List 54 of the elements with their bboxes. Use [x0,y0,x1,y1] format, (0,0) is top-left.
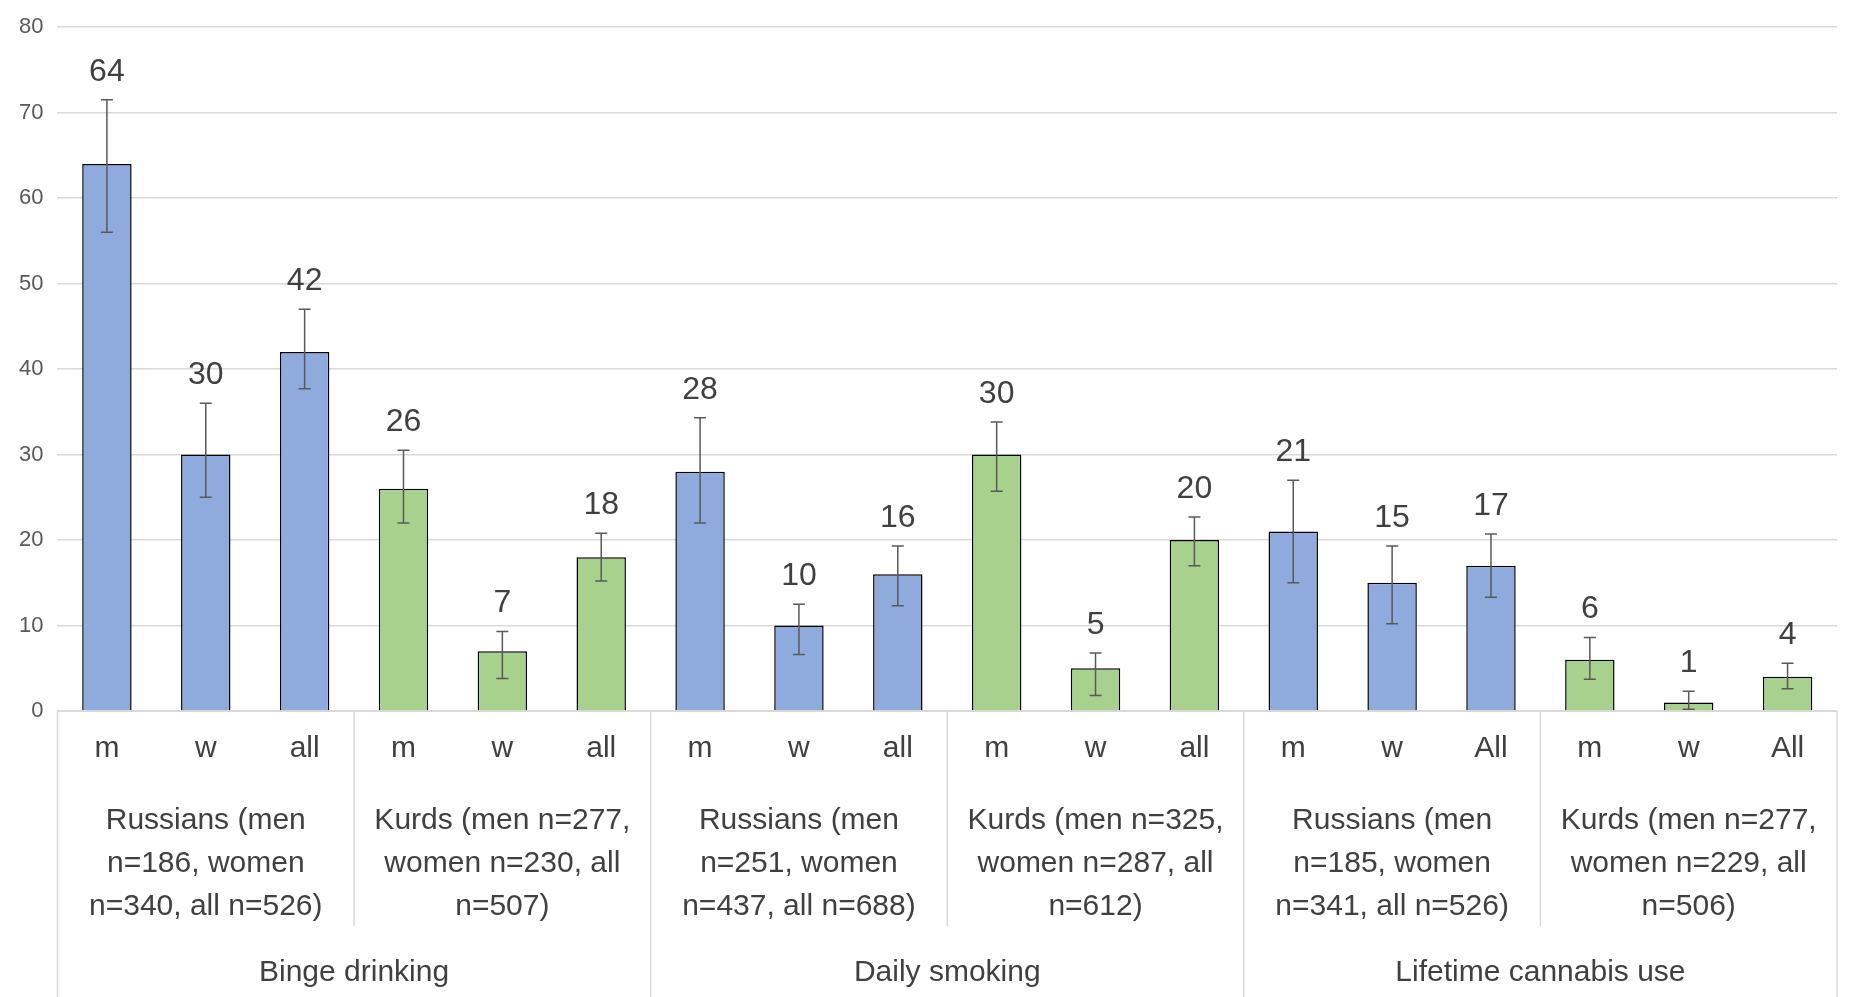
data-label: 7 [493,583,512,620]
x-tick-label: All [1770,730,1805,764]
x-tick-label: all [289,730,320,764]
text: Kurds (men n=277, women n=230, all n=507) [374,802,631,922]
data-label: 20 [1176,468,1213,505]
x-tick-label: all [586,730,617,764]
data-label: 21 [1275,432,1312,469]
data-label: 16 [880,497,916,534]
data-label: 28 [682,369,718,406]
x-tick-label: m [94,730,120,764]
x-tick-label: m [1577,730,1603,764]
data-label: 30 [187,355,224,392]
y-tick-label: 40 [18,355,44,381]
x-tick-label: m [687,730,713,764]
x-tick-label: w [490,730,514,764]
data-label: 10 [781,555,817,592]
x-tick-label: all [882,730,913,764]
x-tick-label: w [1083,730,1107,764]
y-tick-label: 70 [18,98,44,124]
data-label: 26 [385,402,422,439]
x-tick-label: All [1474,730,1508,764]
data-label: 1 [1679,643,1698,680]
x-tick-label: m [390,730,416,764]
x-tick-label: w [1676,730,1700,764]
y-tick-label: 20 [18,526,44,552]
y-tick-label: 0 [31,697,44,723]
x-tick-label: m [984,730,1010,764]
text: Lifetime cannabis use [1395,954,1686,988]
data-label: 4 [1778,614,1797,651]
y-tick-label: 60 [18,184,44,210]
data-label: 5 [1086,604,1105,641]
text: Binge drinking [259,954,450,988]
x-tick-label: m [1280,730,1306,764]
y-tick-label: 10 [18,611,44,637]
text: Daily smoking [853,954,1041,988]
data-label: 6 [1580,589,1599,626]
x-tick-label: w [193,730,217,764]
data-label: 15 [1374,497,1410,534]
y-tick-label: 50 [18,269,44,295]
data-label: 42 [286,261,323,298]
text: Russians (men n=186, women n=340, all n=526) [89,802,323,922]
y-tick-label: 80 [18,13,44,39]
text: Kurds (men n=277, women n=229, all n=506) [1560,802,1817,922]
text: Kurds (men n=325, women n=287, all n=612) [967,802,1224,922]
x-tick-label: w [1380,730,1404,764]
data-label: 18 [583,485,620,522]
data-label: 30 [978,373,1015,410]
text: Russians (men n=185, women n=341, all n=526) [1275,802,1509,922]
x-tick-label: w [787,730,811,764]
y-tick-label: 30 [18,440,44,466]
data-label: 64 [89,51,125,88]
x-tick-label: all [1179,730,1210,764]
text: Russians (men n=251, women n=437, all n=688) [682,802,916,922]
data-label: 17 [1473,485,1509,522]
